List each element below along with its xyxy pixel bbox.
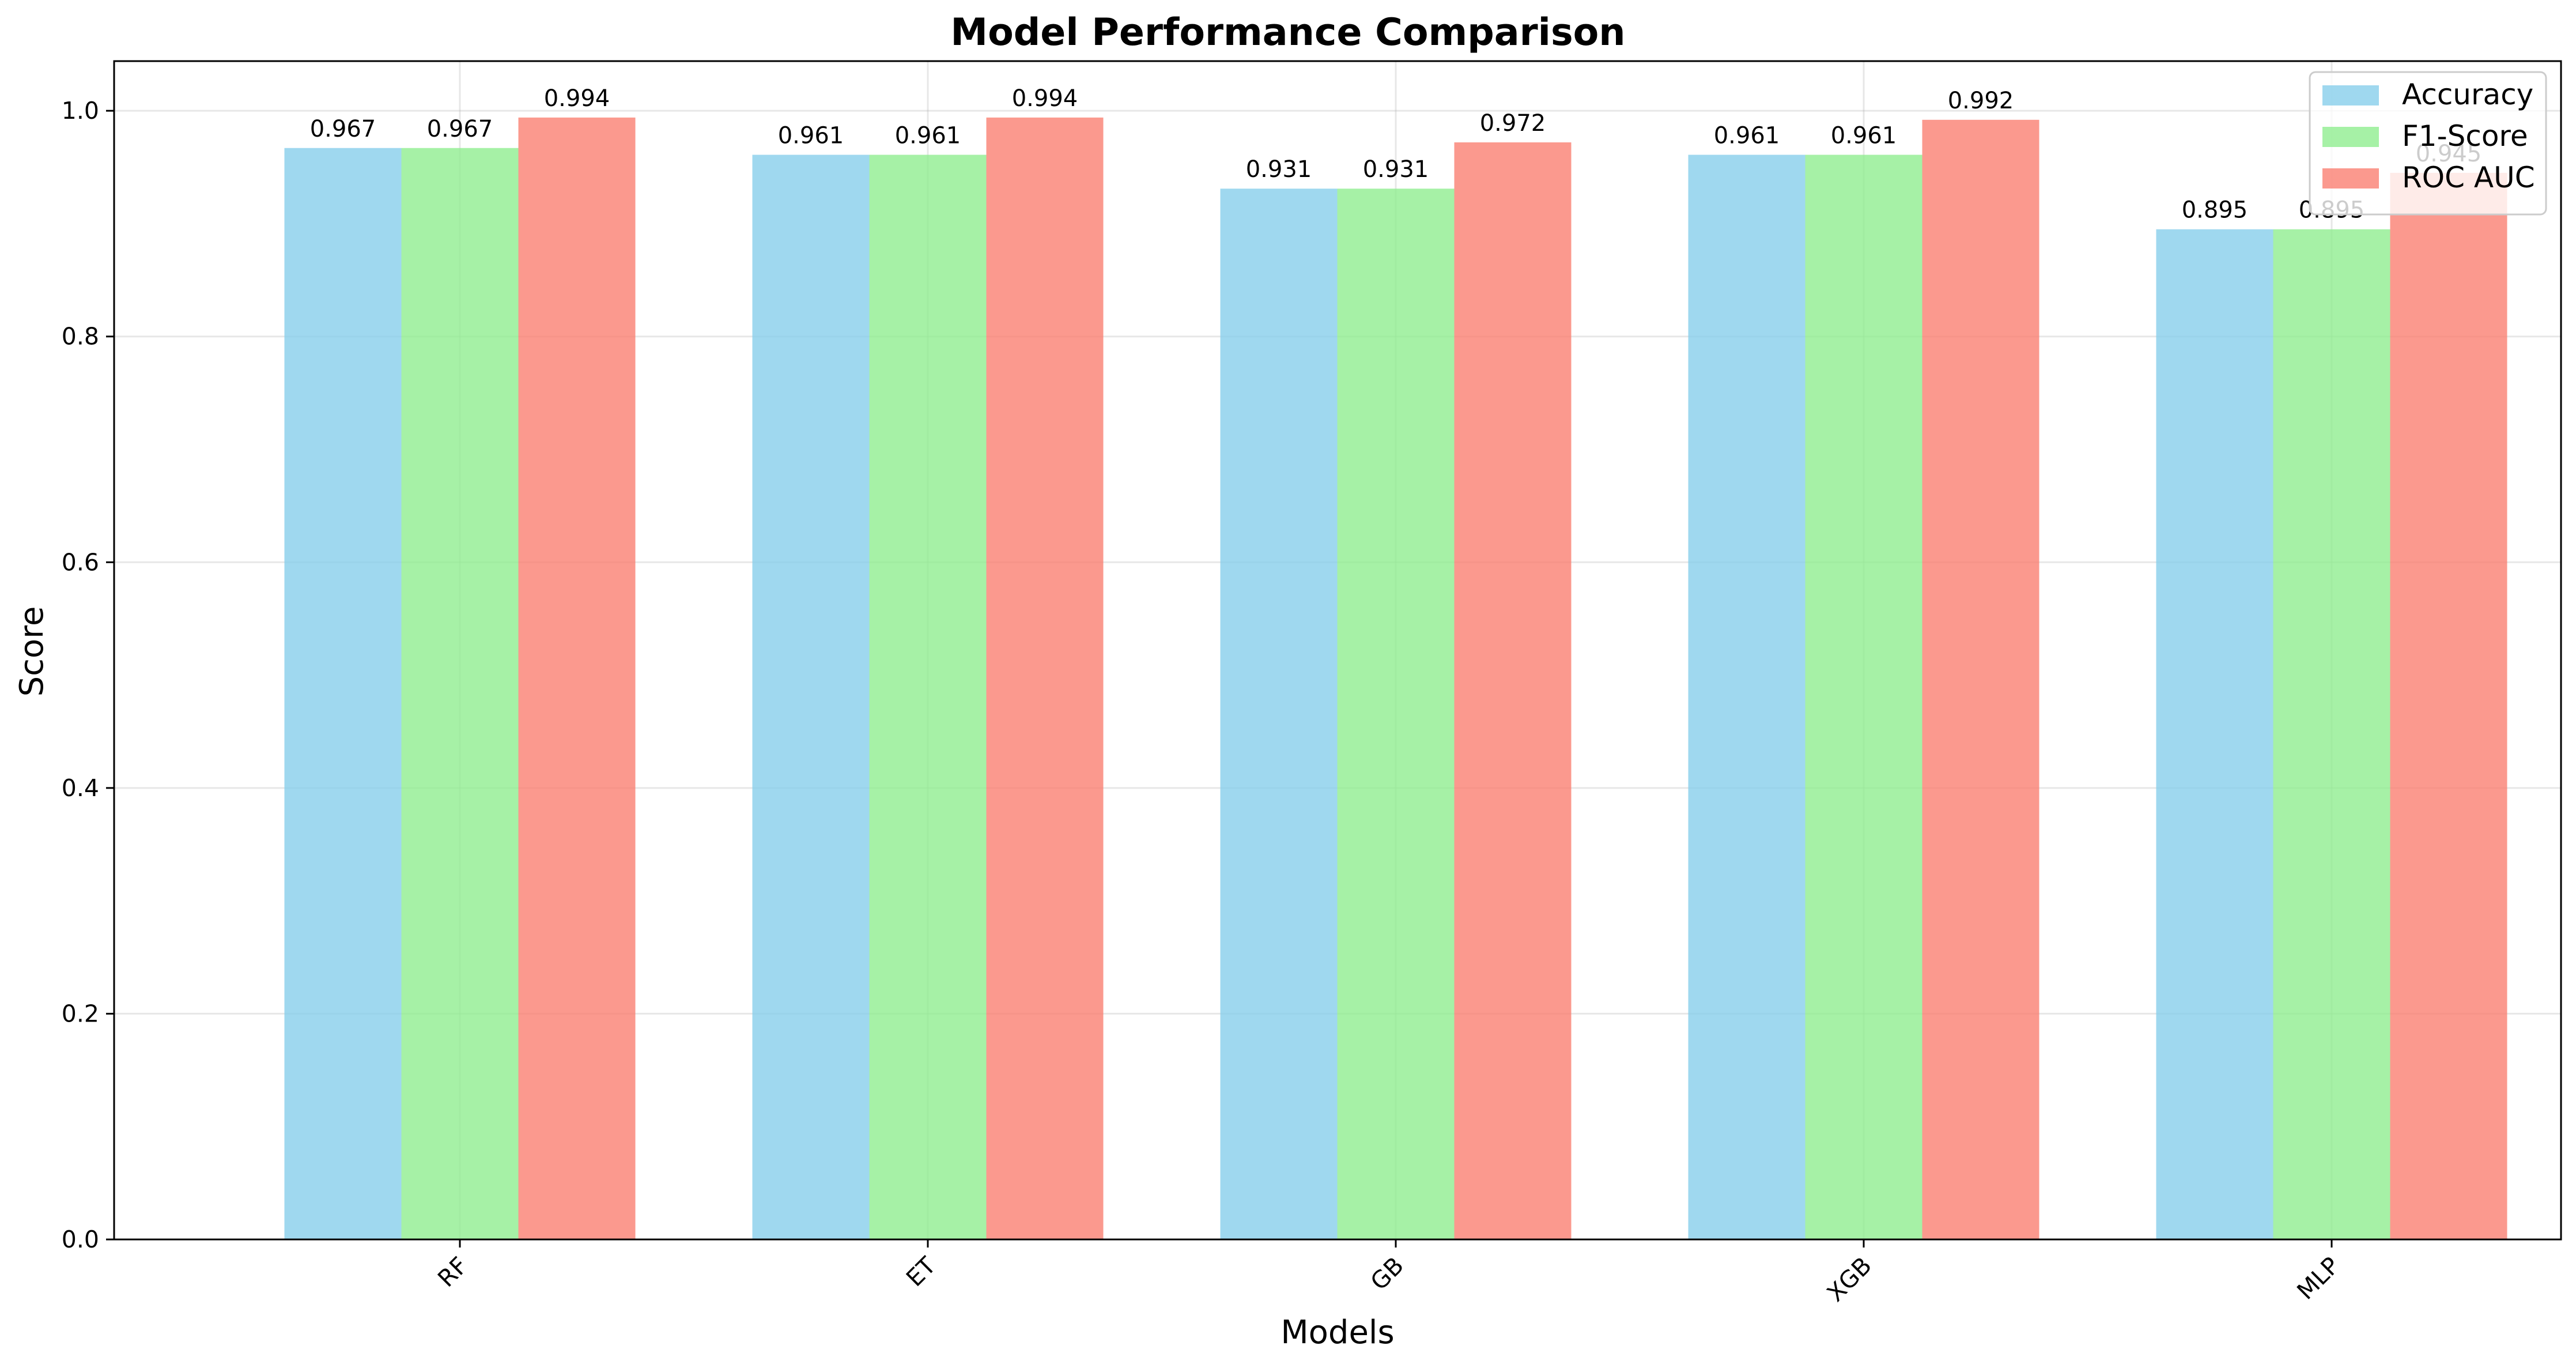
bars — [284, 117, 2507, 1240]
data-label: 0.931 — [1246, 156, 1312, 183]
data-label: 0.961 — [1831, 123, 1897, 149]
bar — [1337, 189, 1455, 1239]
legend-label: Accuracy — [2402, 78, 2533, 111]
chart-title: Model Performance Comparison — [950, 11, 1625, 54]
y-tick-label: 1.0 — [62, 97, 99, 125]
data-label: 0.994 — [1012, 85, 1078, 112]
x-axis-label: Models — [1281, 1314, 1394, 1351]
legend-swatch — [2322, 168, 2379, 189]
data-label: 0.967 — [427, 116, 493, 142]
data-label: 0.961 — [895, 123, 961, 149]
bar — [1922, 119, 2039, 1239]
bar — [2273, 229, 2390, 1239]
legend-label: ROC AUC — [2402, 161, 2535, 194]
data-label: 0.994 — [544, 85, 610, 112]
data-label: 0.972 — [1480, 110, 1546, 137]
data-label: 0.961 — [778, 123, 844, 149]
data-label: 0.895 — [2182, 197, 2248, 224]
y-tick-label: 0.0 — [62, 1226, 99, 1253]
bar — [518, 117, 636, 1240]
y-axis: 0.0 0.2 0.4 0.6 0.8 1.0 — [62, 97, 114, 1253]
legend: Accuracy F1-Score ROC AUC — [2309, 71, 2547, 216]
bar — [1805, 154, 1922, 1239]
bar — [869, 154, 987, 1239]
bar — [1688, 154, 1806, 1239]
data-label: 0.961 — [1714, 123, 1780, 149]
bar — [2156, 229, 2273, 1239]
bar — [752, 154, 870, 1239]
plot-frame — [113, 60, 2562, 1241]
bar — [1220, 189, 1338, 1239]
legend-swatch — [2322, 85, 2379, 105]
y-axis-label: Score — [13, 606, 51, 697]
bar — [1454, 142, 1572, 1239]
y-tick-label: 0.8 — [62, 323, 99, 351]
bar — [986, 117, 1104, 1240]
y-tick-label: 0.6 — [62, 548, 99, 576]
bar — [401, 148, 519, 1240]
bar — [284, 148, 402, 1240]
bar — [2390, 172, 2507, 1239]
data-label: 0.967 — [310, 116, 376, 142]
legend-swatch — [2322, 127, 2379, 147]
y-tick-label: 0.2 — [62, 1000, 99, 1027]
legend-label: F1-Score — [2402, 119, 2528, 153]
y-tick-label: 0.4 — [62, 774, 99, 802]
data-label: 0.992 — [1948, 88, 2014, 114]
data-labels: 0.967 0.961 0.931 0.961 0.895 0.967 0.961 0.931… — [310, 85, 2482, 224]
data-label: 0.931 — [1363, 156, 1429, 183]
